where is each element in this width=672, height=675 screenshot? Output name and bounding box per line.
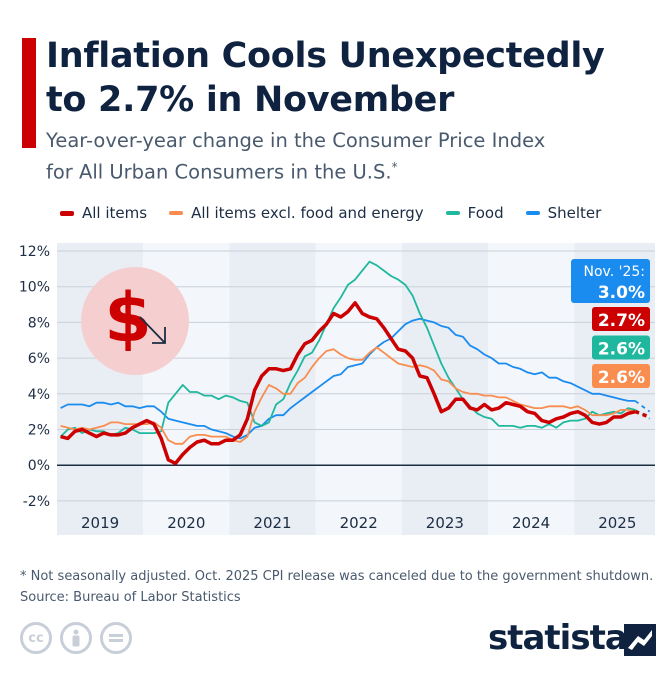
equals-icon (100, 622, 132, 654)
y-tick-label: 0% (28, 458, 50, 474)
page-title: Inflation Cools Unexpectedly to 2.7% in … (46, 34, 605, 122)
legend-item: All items excl. food and energy (169, 204, 424, 222)
year-band (488, 243, 575, 535)
y-tick-label: 8% (28, 315, 50, 331)
title-line-2: to 2.7% in November (46, 80, 455, 120)
callout-date-label: Nov. '25: (583, 264, 645, 280)
subtitle-line-2: for All Urban Consumers in the U.S. (46, 160, 392, 184)
callout-food (592, 335, 650, 360)
subtitle-line-1: Year-over-year change in the Consumer Pr… (46, 129, 546, 152)
x-tick-label: 2025 (598, 514, 636, 532)
down-arrow-icon (139, 316, 166, 344)
dollar-decrease-icon (81, 267, 189, 375)
y-tick-label: 10% (19, 280, 50, 296)
callout-value: 2.6% (598, 340, 645, 360)
x-tick-label: 2021 (253, 514, 291, 532)
legend-item: Food (445, 204, 504, 222)
x-tick-label: 2024 (512, 514, 550, 532)
x-tick-label: 2020 (167, 514, 205, 532)
title-line-1: Inflation Cools Unexpectedly (46, 36, 605, 76)
y-tick-label: 12% (19, 244, 50, 260)
callout-shelter (571, 259, 650, 303)
year-band (315, 243, 402, 535)
series-line-all-items-excl-food-and-energy (60, 346, 636, 445)
subtitle: Year-over-year change in the Consumer Pr… (46, 128, 545, 186)
footnote: * Not seasonally adjusted. Oct. 2025 CPI… (20, 569, 654, 584)
latest-value-callouts: Nov. '25: 3.0% 2.7% 2.6% 2.6% (571, 259, 650, 388)
legend-label: All items excl. food and energy (191, 204, 424, 222)
dollar-sign-icon: $ (104, 279, 151, 358)
x-tick-label: 2022 (340, 514, 378, 532)
statista-logo[interactable]: statista (488, 618, 628, 658)
cc-icon: cc (20, 622, 52, 654)
legend-label: All items (82, 204, 148, 222)
legend-swatch (445, 211, 460, 215)
y-tick-label: 6% (28, 351, 50, 367)
legend-label: Food (467, 204, 504, 222)
callout-all-items-excl-food-and-energy (592, 364, 650, 388)
legend: All items All items excl. food and energy… (60, 204, 601, 222)
year-band (229, 243, 316, 535)
x-tick-label: 2023 (426, 514, 464, 532)
series-line-all-items (60, 301, 636, 466)
y-tick-label: -2% (23, 494, 50, 510)
series-gap-dashed (634, 410, 651, 419)
callout-value: 2.6% (598, 368, 645, 388)
series-gap-dashed (634, 400, 651, 413)
callout-all-items (592, 307, 650, 331)
legend-item: Shelter (525, 204, 602, 222)
title-accent-bar (22, 38, 36, 148)
y-tick-label: 4% (28, 387, 50, 403)
callout-value: 3.0% (598, 283, 645, 303)
y-tick-label: 2% (28, 423, 50, 439)
x-tick-label: 2019 (81, 514, 119, 532)
callout-value: 2.7% (598, 311, 645, 331)
year-band (401, 243, 488, 535)
line-chart: 2019 2020 2021 2022 2023 2024 2025 12% 10% 8% 6% 4%… (19, 243, 655, 535)
legend-swatch (60, 210, 74, 216)
footnote-mark: * (391, 160, 398, 174)
source: Source: Bureau of Labor Statistics (20, 590, 241, 605)
legend-label: Shelter (547, 204, 602, 222)
legend-swatch (169, 211, 184, 215)
series-line-shelter (60, 317, 636, 440)
legend-swatch (525, 211, 540, 215)
statista-logo-mark (624, 624, 656, 656)
person-icon (60, 622, 92, 654)
legend-item: All items (60, 204, 147, 222)
footer-notes: * Not seasonally adjusted. Oct. 2025 CPI… (20, 566, 653, 608)
